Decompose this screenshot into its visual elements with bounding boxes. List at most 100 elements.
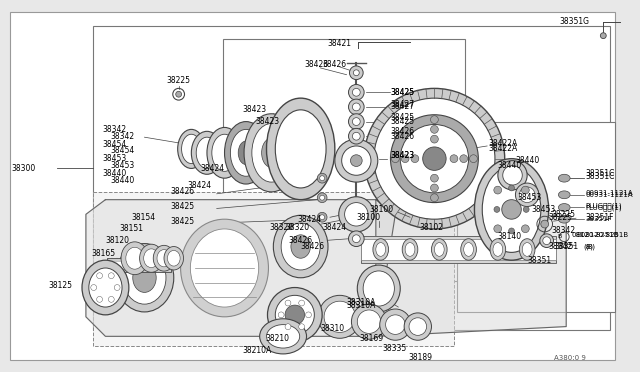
Text: 38454: 38454 [102,140,127,148]
Circle shape [91,285,97,291]
Text: 38440: 38440 [102,169,127,178]
Ellipse shape [522,243,532,256]
Ellipse shape [490,239,506,260]
Text: 38425: 38425 [390,117,415,126]
Circle shape [460,155,468,163]
Polygon shape [376,200,566,336]
Text: B08120-8251B: B08120-8251B [576,232,628,238]
Circle shape [374,98,495,219]
Ellipse shape [153,246,175,271]
Circle shape [108,273,114,279]
Ellipse shape [275,295,314,334]
Circle shape [317,193,327,203]
Ellipse shape [402,239,418,260]
Ellipse shape [144,249,159,267]
Text: 38342: 38342 [102,125,127,134]
Circle shape [353,89,360,96]
Ellipse shape [123,251,166,304]
Ellipse shape [140,244,163,272]
Circle shape [431,174,438,182]
Text: 38454: 38454 [110,146,134,155]
Circle shape [509,185,515,191]
Ellipse shape [190,229,259,307]
Circle shape [305,312,312,318]
Text: 38423: 38423 [390,151,415,160]
Circle shape [344,203,368,226]
Text: PLUGナグ(1): PLUGナグ(1) [586,204,622,211]
Ellipse shape [431,239,447,260]
Text: 38423: 38423 [256,117,280,126]
Text: 38210A: 38210A [242,346,271,356]
Text: 38120: 38120 [106,236,129,245]
Circle shape [317,173,327,183]
Ellipse shape [373,239,388,260]
Ellipse shape [281,223,320,270]
Ellipse shape [266,325,300,348]
Circle shape [320,195,324,200]
Circle shape [450,155,458,163]
Ellipse shape [351,304,387,339]
Circle shape [349,66,363,80]
Text: 38351: 38351 [554,242,579,251]
Text: (8): (8) [586,243,596,250]
Text: 38426: 38426 [390,132,415,141]
Circle shape [353,132,360,140]
Text: 38310: 38310 [320,324,344,333]
Circle shape [390,115,478,203]
Ellipse shape [157,250,171,267]
Circle shape [470,155,477,163]
Circle shape [285,324,291,330]
Text: B: B [557,234,561,239]
Circle shape [422,147,446,170]
Circle shape [97,296,102,302]
Circle shape [285,300,291,306]
Bar [108,258,171,272]
Text: 38426: 38426 [322,60,346,70]
Text: 38189: 38189 [408,353,432,362]
Circle shape [349,231,364,247]
Ellipse shape [238,141,254,164]
Text: 38426: 38426 [288,236,312,245]
Text: (8): (8) [584,243,594,250]
Text: 38424: 38424 [322,222,346,231]
Ellipse shape [435,243,444,256]
Circle shape [299,324,305,330]
Circle shape [431,184,438,192]
Bar [108,261,171,269]
Ellipse shape [357,265,400,312]
Circle shape [515,183,539,206]
Text: 38125: 38125 [49,281,73,290]
Ellipse shape [558,203,570,211]
Text: 38102: 38102 [420,222,444,231]
Circle shape [320,215,324,220]
Ellipse shape [182,134,201,164]
Ellipse shape [82,260,129,315]
Ellipse shape [191,131,223,174]
Circle shape [494,225,502,232]
Text: 38140: 38140 [498,232,522,241]
Ellipse shape [464,243,474,256]
Ellipse shape [363,271,394,306]
Circle shape [494,206,500,212]
Ellipse shape [318,295,361,338]
Text: 38426: 38426 [390,127,415,136]
Text: 38351: 38351 [527,256,551,265]
Circle shape [540,234,554,247]
Ellipse shape [386,315,405,334]
Circle shape [349,128,364,144]
Ellipse shape [180,219,268,317]
Ellipse shape [558,174,570,182]
Circle shape [353,103,360,111]
Text: 38425: 38425 [171,217,195,226]
Text: 38154: 38154 [132,213,156,222]
Circle shape [108,296,114,302]
Circle shape [431,194,438,202]
Ellipse shape [461,239,476,260]
Ellipse shape [493,243,503,256]
Circle shape [519,187,535,203]
Ellipse shape [376,243,386,256]
Text: 38225: 38225 [548,213,573,222]
Circle shape [494,186,502,194]
Text: 38320: 38320 [285,222,309,231]
Circle shape [299,300,305,306]
